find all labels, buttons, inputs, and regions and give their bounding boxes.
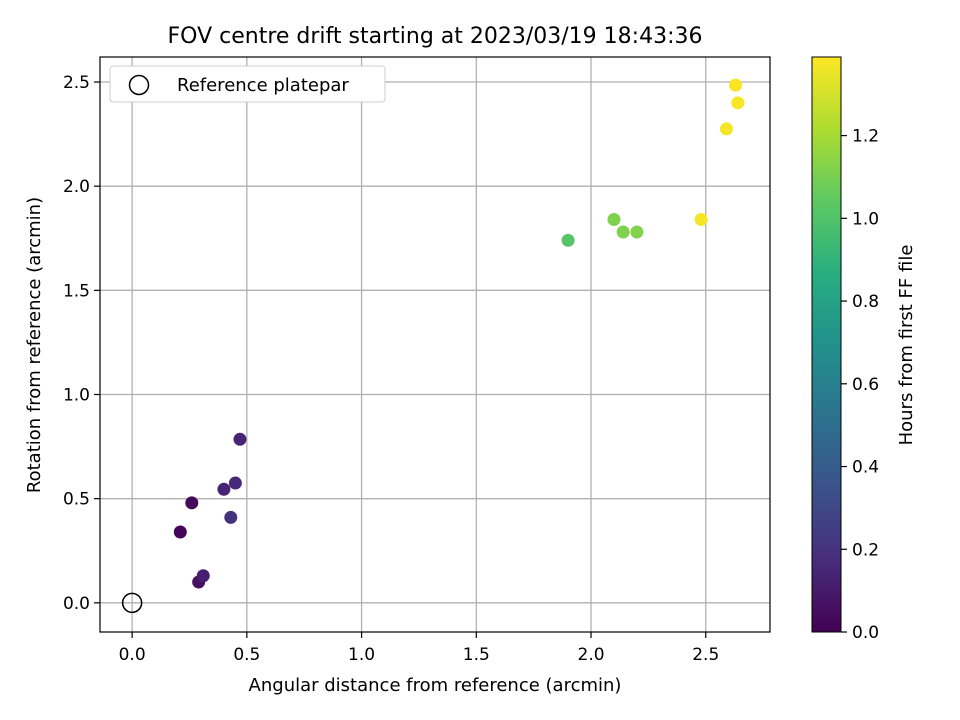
x-tick-label: 0.0 — [119, 645, 146, 665]
colorbar-tick-label: 0.8 — [852, 292, 879, 312]
colorbar — [811, 56, 842, 633]
grid-lines — [100, 57, 770, 632]
data-point — [607, 213, 621, 226]
y-tick-label: 1.5 — [63, 281, 90, 301]
colorbar-tick-label: 1.2 — [852, 127, 879, 147]
data-points — [173, 78, 745, 589]
chart-title: FOV centre drift starting at 2023/03/19 … — [168, 24, 703, 49]
colorbar-label: Hours from first FF file — [896, 245, 917, 446]
x-tick-label: 1.5 — [463, 645, 490, 665]
data-point — [719, 122, 733, 136]
colorbar-tick-label: 1.0 — [852, 209, 879, 229]
data-point — [561, 233, 575, 247]
data-point — [173, 525, 187, 539]
y-axis-label: Rotation from reference (arcmin) — [24, 197, 45, 493]
legend-label: Reference platepar — [177, 75, 349, 96]
data-point — [217, 482, 231, 496]
legend-box — [109, 65, 386, 103]
data-point — [729, 78, 743, 92]
data-point — [694, 213, 708, 226]
plot-frame — [99, 56, 771, 633]
data-point — [196, 569, 210, 583]
reference-marker-layer — [121, 592, 143, 614]
x-tick-label: 1.0 — [348, 645, 375, 665]
y-axis-ticks: 0.0 0.5 1.0 1.5 2.0 2.5 — [63, 73, 100, 614]
y-tick-label: 0.0 — [63, 594, 90, 614]
y-tick-label: 1.0 — [63, 386, 90, 406]
data-point — [731, 96, 745, 110]
x-axis-label: Angular distance from reference (arcmin) — [249, 675, 622, 696]
data-point — [233, 432, 247, 446]
y-tick-label: 0.5 — [63, 490, 90, 510]
x-tick-label: 0.5 — [233, 645, 260, 665]
data-point — [616, 225, 630, 239]
legend-reference-marker — [128, 74, 150, 96]
colorbar-tick-label: 0.4 — [852, 458, 879, 478]
x-axis-ticks: 0.0 0.5 1.0 1.5 2.0 2.5 — [119, 632, 719, 665]
colorbar-ticks: 0.0 0.2 0.4 0.6 0.8 1.0 1.2 — [841, 127, 879, 643]
x-tick-label: 2.5 — [692, 645, 719, 665]
data-point — [228, 476, 242, 490]
y-tick-label: 2.5 — [63, 73, 90, 93]
data-point — [185, 496, 199, 510]
y-tick-label: 2.0 — [63, 177, 90, 197]
colorbar-tick-label: 0.2 — [852, 540, 879, 560]
reference-point-marker — [121, 592, 143, 614]
colorbar-tick-label: 0.0 — [852, 623, 879, 643]
data-point — [224, 510, 238, 524]
legend: Reference platepar — [109, 65, 386, 103]
data-point — [630, 225, 644, 239]
x-tick-label: 2.0 — [578, 645, 605, 665]
colorbar-tick-label: 0.6 — [852, 375, 879, 395]
